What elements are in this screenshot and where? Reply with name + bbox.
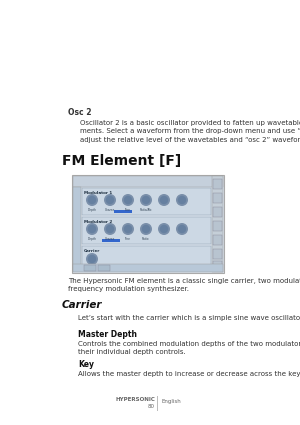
FancyBboxPatch shape <box>72 175 224 273</box>
Circle shape <box>86 253 98 265</box>
FancyBboxPatch shape <box>82 246 211 266</box>
Text: Ratio: Ratio <box>142 237 150 241</box>
FancyBboxPatch shape <box>213 179 222 189</box>
FancyBboxPatch shape <box>73 264 223 272</box>
Circle shape <box>178 225 186 233</box>
Text: HYPERSONIC: HYPERSONIC <box>115 397 155 402</box>
Text: Master Depth: Master Depth <box>78 330 137 339</box>
Text: Fine: Fine <box>125 237 131 241</box>
Circle shape <box>122 194 134 206</box>
Text: Coarse: Coarse <box>105 237 115 241</box>
Circle shape <box>160 196 168 204</box>
Circle shape <box>88 196 96 204</box>
Circle shape <box>124 225 132 233</box>
Text: Oscillator 2 is a basic oscillator provided to fatten up wavetable ele-
ments. S: Oscillator 2 is a basic oscillator provi… <box>80 120 300 142</box>
Circle shape <box>176 194 188 206</box>
Circle shape <box>158 194 170 206</box>
Circle shape <box>106 196 114 204</box>
FancyBboxPatch shape <box>102 239 120 242</box>
Circle shape <box>88 255 96 263</box>
FancyBboxPatch shape <box>213 249 222 259</box>
Circle shape <box>88 225 96 233</box>
FancyBboxPatch shape <box>82 217 211 244</box>
Text: Fine: Fine <box>125 208 131 212</box>
FancyBboxPatch shape <box>73 187 81 271</box>
FancyBboxPatch shape <box>213 193 222 203</box>
Circle shape <box>86 223 98 235</box>
Text: Depth: Depth <box>88 237 97 241</box>
FancyBboxPatch shape <box>212 176 223 272</box>
Text: Let’s start with the carrier which is a simple sine wave oscillator.: Let’s start with the carrier which is a … <box>78 315 300 321</box>
Circle shape <box>158 223 170 235</box>
Text: Coarse: Coarse <box>105 208 115 212</box>
Text: 80: 80 <box>148 404 155 409</box>
Circle shape <box>104 223 116 235</box>
Text: Modulator 1: Modulator 1 <box>84 191 112 195</box>
Text: Controls the combined modulation depths of the two modulators, after
their indiv: Controls the combined modulation depths … <box>78 341 300 355</box>
Circle shape <box>142 196 150 204</box>
Circle shape <box>140 194 152 206</box>
Text: Allows the master depth to increase or decrease across the keyboard.: Allows the master depth to increase or d… <box>78 371 300 377</box>
Text: FM Element [F]: FM Element [F] <box>62 154 181 168</box>
FancyBboxPatch shape <box>213 221 222 231</box>
Circle shape <box>160 225 168 233</box>
Circle shape <box>176 223 188 235</box>
Circle shape <box>122 223 134 235</box>
Text: Key: Key <box>78 360 94 369</box>
Text: Depth: Depth <box>88 208 97 212</box>
Text: Ratio/Ab: Ratio/Ab <box>140 208 152 212</box>
Text: English: English <box>161 399 181 404</box>
FancyBboxPatch shape <box>213 235 222 245</box>
FancyBboxPatch shape <box>114 210 132 213</box>
Circle shape <box>124 196 132 204</box>
Text: The Hypersonic FM element is a classic single carrier, two modulator
frequency m: The Hypersonic FM element is a classic s… <box>68 278 300 292</box>
Circle shape <box>106 225 114 233</box>
Circle shape <box>142 225 150 233</box>
Text: Carrier: Carrier <box>62 300 103 310</box>
FancyBboxPatch shape <box>82 188 211 215</box>
FancyBboxPatch shape <box>73 176 223 187</box>
Circle shape <box>178 196 186 204</box>
FancyBboxPatch shape <box>98 265 110 271</box>
Circle shape <box>86 194 98 206</box>
FancyBboxPatch shape <box>213 261 222 271</box>
Text: Osc 2: Osc 2 <box>68 108 92 117</box>
Circle shape <box>104 194 116 206</box>
FancyBboxPatch shape <box>213 207 222 217</box>
Text: Modulator 2: Modulator 2 <box>84 220 112 224</box>
FancyBboxPatch shape <box>84 265 96 271</box>
Circle shape <box>140 223 152 235</box>
Text: Carrier: Carrier <box>84 249 101 253</box>
